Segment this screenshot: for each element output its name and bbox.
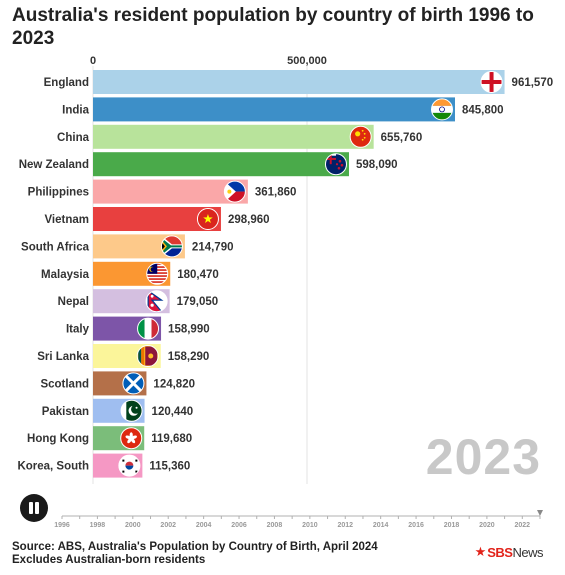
value-label: 158,290 (168, 351, 210, 363)
bar-row: Vietnam 298,960 (44, 207, 270, 231)
value-label: 961,570 (512, 77, 554, 89)
category-label: Nepal (58, 296, 89, 308)
category-label: China (57, 132, 90, 144)
category-label: Scotland (40, 378, 89, 390)
bars-layer: England 961,570 India 845,800 China 655,760 Ne… (17, 70, 553, 478)
bar-row: Italy 158,990 (66, 316, 210, 341)
philippines-flag-icon (223, 180, 246, 203)
nepal-flag-icon (145, 290, 168, 313)
hong-kong-flag-icon (120, 427, 143, 450)
value-label: 119,680 (151, 433, 192, 445)
timeline-year-label: 2004 (196, 522, 212, 529)
bar (93, 70, 505, 94)
timeline-year-label: 2022 (515, 522, 531, 529)
bar-row: Philippines 361,860 (28, 179, 297, 204)
bar-row: Malaysia 180,470 (41, 261, 219, 286)
bar (93, 152, 349, 177)
value-label: 298,960 (228, 214, 270, 226)
category-label: South Africa (21, 241, 90, 253)
timeline-year-label: 2012 (337, 522, 353, 529)
bar (93, 179, 248, 204)
bar-row: South Africa 214,790 (21, 234, 234, 259)
category-label: India (62, 104, 89, 116)
value-label: 598,090 (356, 159, 398, 171)
timeline-year-label: 2014 (373, 522, 389, 529)
pause-icon (29, 502, 33, 514)
value-label: 115,360 (149, 461, 190, 473)
value-label: 180,470 (177, 269, 219, 281)
bar-row: Pakistan 120,440 (42, 398, 194, 423)
timeline-year-label: 2016 (408, 522, 424, 529)
logo-suffix: News (512, 544, 543, 560)
pakistan-flag-icon (120, 399, 143, 422)
value-label: 179,050 (177, 296, 219, 308)
current-year-label: 2023 (425, 429, 541, 485)
value-label: 361,860 (255, 187, 297, 199)
pause-button[interactable] (20, 494, 48, 522)
category-label: Malaysia (41, 269, 90, 281)
source-line: Source: ABS, Australia's Population by C… (12, 541, 378, 553)
bar-row: China 655,760 (57, 124, 423, 149)
bar-row: Scotland 124,820 (40, 371, 195, 396)
logo-brand: SBS (487, 544, 513, 560)
category-label: Italy (66, 324, 90, 336)
bar-row: Nepal 179,050 (58, 289, 219, 314)
category-label: Hong Kong (27, 433, 89, 445)
bar-row: Korea, South 115,360 (17, 453, 190, 478)
bar (93, 124, 374, 149)
bar-row: England 961,570 (44, 70, 554, 94)
value-label: 655,760 (381, 132, 423, 144)
timeline-year-label: 2000 (125, 522, 141, 529)
source-note: Source: ABS, Australia's Population by C… (12, 541, 378, 567)
category-label: Philippines (28, 187, 89, 199)
bar-row: Hong Kong 119,680 (27, 426, 192, 451)
value-label: 120,440 (152, 406, 194, 418)
timeline-handle (537, 510, 543, 516)
south-africa-flag-icon (160, 235, 183, 258)
value-label: 158,990 (168, 324, 210, 336)
vietnam-flag-icon (196, 208, 219, 230)
category-label: England (44, 77, 89, 89)
new-zealand-flag-icon (324, 153, 347, 176)
south-korea-flag-icon (118, 454, 141, 477)
england-flag-icon (480, 71, 503, 93)
timeline-year-label: 1998 (90, 522, 106, 529)
value-label: 214,790 (192, 241, 234, 253)
bar-row: New Zealand 598,090 (19, 152, 398, 177)
malaysia-flag-icon (146, 262, 169, 285)
timeline-year-label: 2018 (444, 522, 460, 529)
timeline-year-label: 2008 (267, 522, 283, 529)
timeline[interactable]: 1996 1998 2000 2002 2004 2006 2008 2010 2012 2014… (54, 510, 543, 529)
scotland-flag-icon (122, 372, 145, 395)
value-label: 124,820 (153, 378, 195, 390)
x-tick-label: 500,000 (287, 55, 327, 67)
category-label: Korea, South (17, 461, 89, 473)
timeline-year-label: 2006 (231, 522, 247, 529)
china-flag-icon (349, 125, 372, 148)
sbs-logo-mark-icon: ★ (474, 544, 487, 559)
sri-lanka-flag-icon (136, 345, 159, 367)
timeline-year-label: 2002 (160, 522, 176, 529)
sbs-news-logo: ★ SBS News (474, 544, 544, 560)
x-tick-label: 0 (90, 55, 96, 67)
chart-title: Australia's resident population by count… (12, 5, 534, 49)
bar (93, 97, 456, 122)
category-label: Sri Lanka (37, 351, 89, 363)
timeline-year-label: 2010 (302, 522, 318, 529)
category-label: Pakistan (42, 406, 89, 418)
timeline-year-label: 1996 (54, 522, 70, 529)
timeline-year-label: 2020 (479, 522, 495, 529)
exclusion-note: Excludes Australian-born residents (12, 554, 206, 566)
category-label: Vietnam (44, 214, 89, 226)
bar-row: India 845,800 (62, 97, 504, 122)
bar-row: Sri Lanka 158,290 (37, 344, 209, 368)
italy-flag-icon (137, 317, 160, 340)
category-label: New Zealand (19, 159, 89, 171)
india-flag-icon (431, 98, 454, 121)
pause-icon-bar (35, 502, 39, 514)
value-label: 845,800 (462, 104, 504, 116)
